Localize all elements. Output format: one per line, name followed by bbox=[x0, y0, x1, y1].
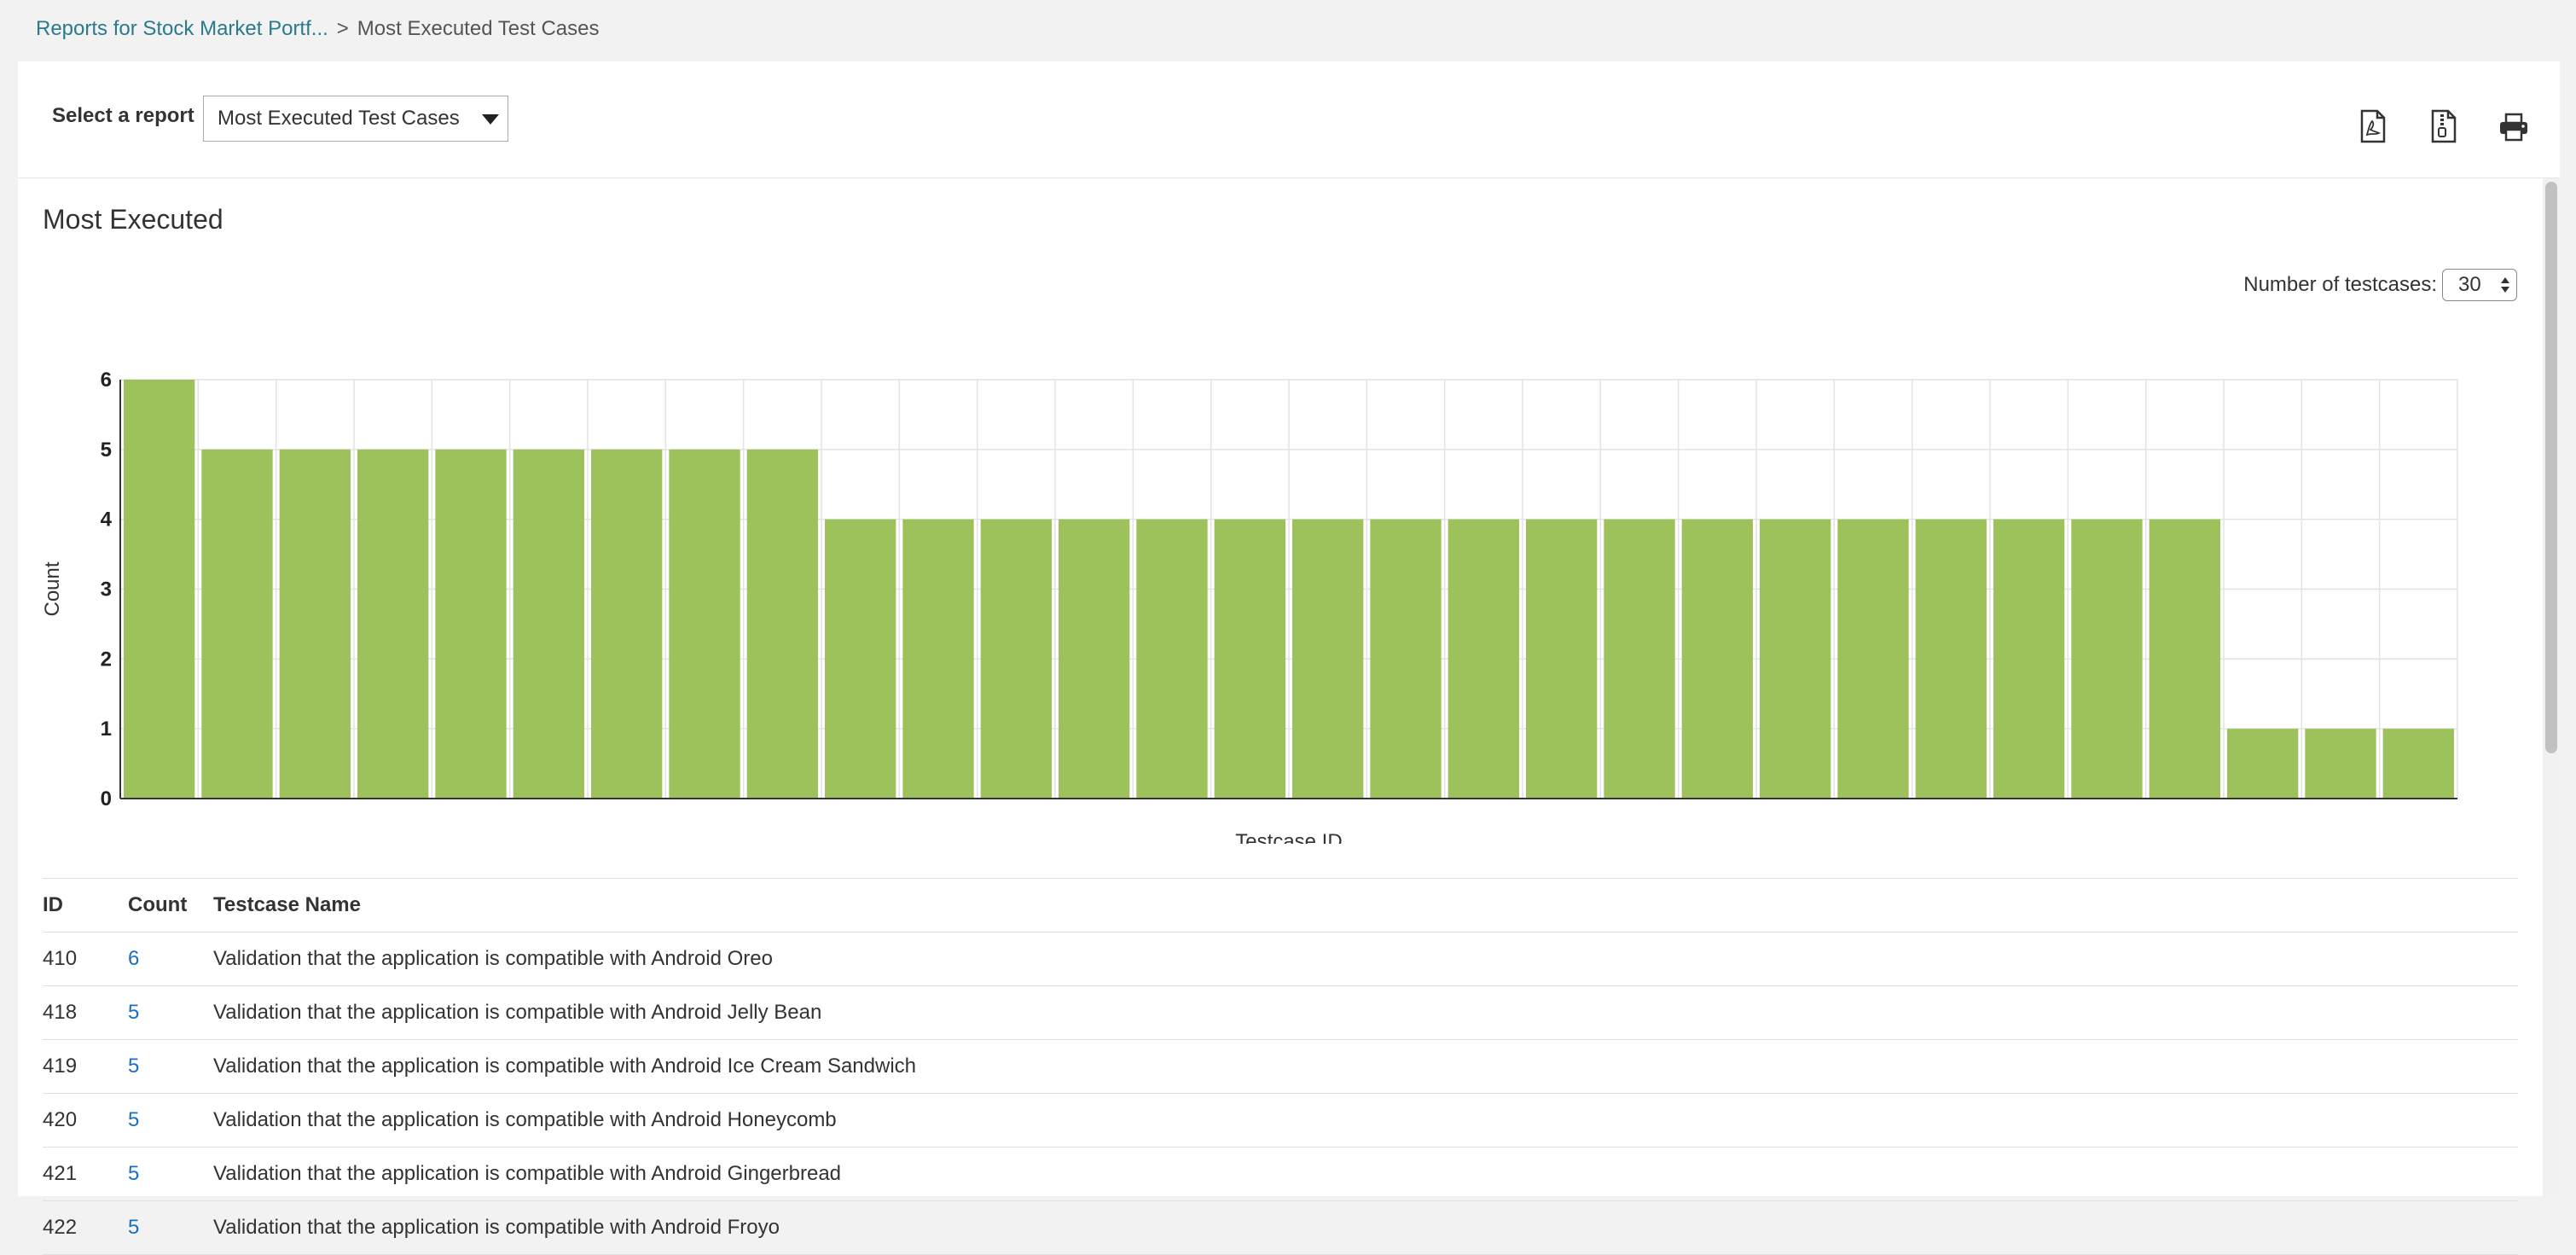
row-count-link[interactable]: 5 bbox=[128, 1055, 140, 1078]
report-select[interactable]: Most Executed Test Cases bbox=[203, 96, 508, 142]
row-id: 420 bbox=[43, 1093, 128, 1148]
bar bbox=[1136, 519, 1208, 799]
row-id: 421 bbox=[43, 1147, 128, 1201]
bar bbox=[1214, 519, 1285, 799]
table-header-row: ID Count Testcase Name bbox=[43, 878, 2518, 933]
row-count-link[interactable]: 5 bbox=[128, 1001, 140, 1024]
bar bbox=[669, 449, 740, 799]
row-count-link[interactable]: 5 bbox=[128, 1216, 140, 1239]
bar bbox=[2305, 729, 2376, 799]
bar bbox=[980, 519, 1052, 799]
bar bbox=[2382, 729, 2454, 799]
bar bbox=[2227, 729, 2299, 799]
row-testcase-name: Validation that the application is compa… bbox=[213, 1039, 2518, 1094]
row-testcase-name: Validation that the application is compa… bbox=[213, 1093, 2518, 1148]
bar bbox=[1448, 519, 1519, 799]
report-card: Select a report Most Executed Test Cases… bbox=[18, 61, 2560, 1255]
bar bbox=[2071, 519, 2143, 799]
scrollbar-thumb[interactable] bbox=[2545, 182, 2557, 753]
stepper-down-icon bbox=[2501, 287, 2509, 293]
column-header-id[interactable]: ID bbox=[43, 878, 128, 933]
most-executed-chart: 0 1 2 3 4 5 6 Count Testcase ID bbox=[41, 369, 2458, 844]
bar bbox=[357, 449, 429, 799]
report-content: Most Executed Number of testcases: 30 0 1… bbox=[18, 178, 2543, 1255]
y-tick-label: 5 bbox=[101, 439, 112, 462]
breadcrumb-current: Most Executed Test Cases bbox=[357, 17, 600, 40]
row-testcase-name: Validation that the application is compa… bbox=[213, 1200, 2518, 1255]
row-testcase-name: Validation that the application is compa… bbox=[213, 932, 2518, 986]
num-testcases-control: Number of testcases: 30 bbox=[2243, 269, 2517, 301]
row-id: 418 bbox=[43, 985, 128, 1040]
breadcrumb-separator: > bbox=[336, 17, 349, 40]
pdf-export-icon[interactable] bbox=[2357, 109, 2387, 143]
row-id: 410 bbox=[43, 932, 128, 986]
bar bbox=[1604, 519, 1675, 799]
select-report-label: Select a report bbox=[52, 104, 194, 127]
bar bbox=[902, 519, 974, 799]
bar bbox=[124, 380, 195, 799]
file-export-icon[interactable] bbox=[2428, 109, 2458, 143]
row-id: 422 bbox=[43, 1200, 128, 1255]
y-tick-label: 1 bbox=[101, 718, 112, 741]
report-toolbar: Select a report Most Executed Test Cases bbox=[18, 61, 2560, 178]
table-row: 421 5 Validation that the application is… bbox=[43, 1147, 2518, 1201]
y-tick-label: 6 bbox=[101, 369, 112, 392]
y-axis-label: Count bbox=[41, 561, 64, 616]
bar bbox=[1915, 519, 1987, 799]
bar bbox=[1681, 519, 1753, 799]
x-axis-label: Testcase ID bbox=[1235, 830, 1342, 844]
row-id: 419 bbox=[43, 1039, 128, 1094]
bar bbox=[1993, 519, 2065, 799]
report-select-value: Most Executed Test Cases bbox=[218, 107, 460, 130]
chevron-down-icon bbox=[482, 114, 499, 125]
bar bbox=[1760, 519, 1831, 799]
column-header-name[interactable]: Testcase Name bbox=[213, 878, 2518, 933]
bar bbox=[1292, 519, 1364, 799]
bar bbox=[1370, 519, 1442, 799]
bar bbox=[2149, 519, 2220, 799]
bar bbox=[435, 449, 507, 799]
bar bbox=[1526, 519, 1598, 799]
num-testcases-value: 30 bbox=[2458, 273, 2481, 296]
row-count-link[interactable]: 5 bbox=[128, 1162, 140, 1185]
chart-title: Most Executed bbox=[43, 204, 223, 235]
table-row: 420 5 Validation that the application is… bbox=[43, 1093, 2518, 1148]
y-tick-label: 3 bbox=[101, 578, 112, 601]
num-testcases-select[interactable]: 30 bbox=[2442, 269, 2517, 301]
breadcrumb: Reports for Stock Market Portf... > Most… bbox=[36, 17, 599, 41]
bar bbox=[746, 449, 818, 799]
bar bbox=[591, 449, 663, 799]
row-count-link[interactable]: 6 bbox=[128, 947, 140, 970]
table-row: 419 5 Validation that the application is… bbox=[43, 1039, 2518, 1094]
bar bbox=[825, 519, 896, 799]
row-count-link[interactable]: 5 bbox=[128, 1108, 140, 1131]
num-testcases-label: Number of testcases: bbox=[2243, 273, 2437, 296]
bar bbox=[1059, 519, 1130, 799]
bar bbox=[1837, 519, 1909, 799]
vertical-scrollbar[interactable] bbox=[2543, 178, 2560, 1196]
y-tick-label: 2 bbox=[101, 648, 112, 671]
breadcrumb-parent-link[interactable]: Reports for Stock Market Portf... bbox=[36, 17, 328, 40]
y-tick-label: 4 bbox=[101, 508, 113, 532]
row-testcase-name: Validation that the application is compa… bbox=[213, 985, 2518, 1040]
y-tick-label: 0 bbox=[101, 787, 112, 811]
bar bbox=[513, 449, 584, 799]
table-row: 418 5 Validation that the application is… bbox=[43, 985, 2518, 1040]
results-table: ID Count Testcase Name 410 6 Validation … bbox=[43, 878, 2518, 1255]
print-icon[interactable] bbox=[2498, 109, 2529, 143]
table-row: 422 5 Validation that the application is… bbox=[43, 1200, 2518, 1255]
bar bbox=[201, 449, 273, 799]
table-row: 410 6 Validation that the application is… bbox=[43, 932, 2518, 986]
column-header-count[interactable]: Count bbox=[128, 878, 213, 933]
row-testcase-name: Validation that the application is compa… bbox=[213, 1147, 2518, 1201]
bar bbox=[279, 449, 351, 799]
stepper-up-icon bbox=[2501, 277, 2509, 283]
